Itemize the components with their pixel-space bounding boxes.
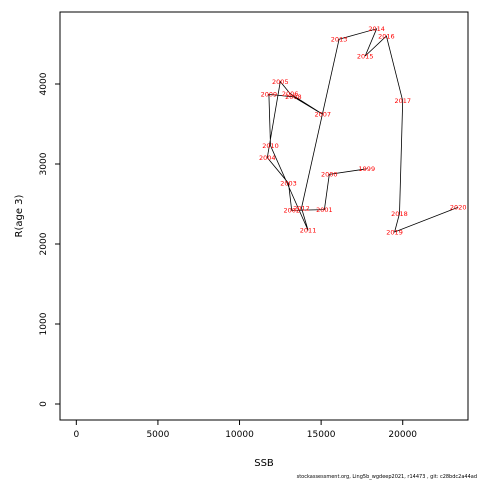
year-label-2013: 2013	[331, 36, 348, 44]
footer-text: stockassessment.org, Ling5b_wgdeep2021, …	[297, 474, 477, 480]
year-label-2011: 2011	[300, 227, 317, 235]
y-axis-title: R(age 3)	[14, 194, 25, 237]
year-label-2018: 2018	[391, 210, 408, 218]
year-label-2006: 2006	[282, 90, 299, 98]
x-tick-label: 0	[73, 430, 79, 440]
y-tick-label: 1000	[39, 312, 49, 335]
data-series	[266, 28, 459, 233]
year-label-2015: 2015	[357, 52, 374, 60]
year-label-2009: 2009	[261, 91, 278, 99]
year-label-2003: 2003	[280, 180, 297, 188]
year-label-2005: 2005	[272, 78, 289, 86]
year-labels: 1999 2000 2001 2002 2003 2004 2005 2006 2007 2008…	[259, 25, 466, 236]
year-label-2008: 2008	[285, 93, 302, 101]
y-tick-label: 4000	[39, 72, 49, 95]
year-label-2017: 2017	[394, 97, 411, 105]
year-label-2010: 2010	[262, 142, 279, 150]
y-tick-label: 3000	[39, 152, 49, 175]
y-axis: 0 1000 2000 3000 4000	[39, 72, 61, 407]
year-label-2012: 2012	[293, 204, 310, 212]
year-label-2016: 2016	[378, 32, 395, 40]
x-axis: 0 5000 10000 15000 20000	[73, 419, 417, 440]
x-tick-label: 5000	[146, 430, 169, 440]
x-tick-label: 15000	[307, 430, 336, 440]
year-label-1999: 1999	[359, 165, 376, 173]
trajectory-line	[266, 28, 459, 233]
year-label-2000: 2000	[321, 171, 338, 179]
year-label-2004: 2004	[259, 154, 276, 162]
year-label-2014: 2014	[368, 25, 385, 33]
year-label-2020: 2020	[450, 204, 467, 212]
x-tick-label: 20000	[388, 430, 417, 440]
x-axis-title: SSB	[254, 458, 274, 469]
year-label-2001: 2001	[316, 206, 333, 214]
year-label-2007: 2007	[314, 111, 331, 119]
x-tick-label: 10000	[225, 430, 254, 440]
year-label-2002: 2002	[283, 207, 300, 215]
y-tick-label: 0	[39, 401, 49, 407]
year-label-2019: 2019	[386, 228, 403, 236]
y-tick-label: 2000	[39, 232, 49, 255]
